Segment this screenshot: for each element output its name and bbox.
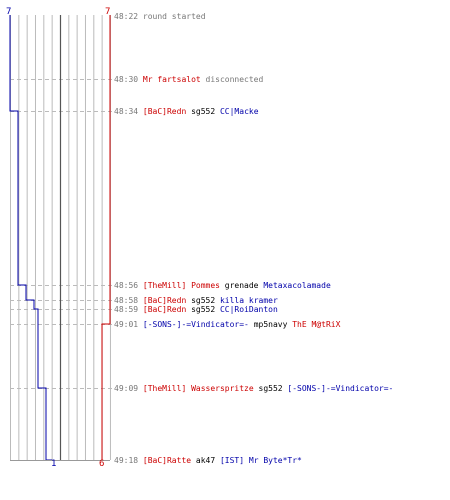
event-text-part: [BaC]Redn: [142, 305, 187, 314]
event-text-part: ThE M@tRiX: [292, 320, 341, 329]
event-text-part: Metaxacolamade: [263, 281, 331, 290]
event-text-part: disconnected: [200, 75, 264, 84]
red-team-step-line: [101, 15, 111, 460]
event-row: 48:30 Mr fartsalot disconnected: [114, 75, 263, 84]
red-score-bottom: 6: [99, 459, 105, 469]
event-time: 48:34: [114, 107, 143, 116]
event-text-part: CC|Macke: [219, 107, 259, 116]
event-text-part: Mr fartsalot: [142, 75, 201, 84]
event-text-part: killa kramer: [219, 296, 278, 305]
event-text-part: CC|RoiDanton: [219, 305, 278, 314]
event-row: 48:59 [BaC]Redn sg552 CC|RoiDanton: [114, 305, 278, 314]
event-row: 49:09 [TheMill] Wasserspritze sg552 [-SO…: [114, 384, 393, 393]
event-text-part: ak47: [191, 456, 220, 465]
event-time: 48:58: [114, 296, 143, 305]
event-text-part: round started: [142, 12, 206, 21]
event-row: 48:34 [BaC]Redn sg552 CC|Macke: [114, 107, 259, 116]
event-text-part: sg552: [186, 107, 220, 116]
event-text-part: [BaC]Redn: [142, 296, 187, 305]
blue-team-step-line: [9, 15, 52, 461]
event-text-part: [TheMill] Pommes: [142, 281, 220, 290]
event-row: 48:58 [BaC]Redn sg552 killa kramer: [114, 296, 278, 305]
red-score-top: 7: [105, 7, 111, 17]
event-text-part: sg552: [186, 305, 220, 314]
event-row: 48:22 round started: [114, 12, 206, 21]
event-time: 49:01: [114, 320, 143, 329]
event-row: 49:01 [-SONS-]-=Vindicator=- mp5navy ThE…: [114, 320, 340, 329]
event-time: 49:09: [114, 384, 143, 393]
event-text-part: [BaC]Redn: [142, 107, 187, 116]
blue-score-top: 7: [6, 7, 12, 17]
event-time: 48:59: [114, 305, 143, 314]
event-time: 48:22: [114, 12, 143, 21]
event-text-part: mp5navy: [248, 320, 293, 329]
event-text-part: sg552: [253, 384, 288, 393]
event-text-part: [-SONS-]-=Vindicator=-: [287, 384, 394, 393]
event-text-part: grenade: [219, 281, 264, 290]
event-time: 49:18: [114, 456, 143, 465]
event-text-part: [TheMill] Wasserspritze: [142, 384, 254, 393]
event-row: 49:18 [BaC]Ratte ak47 [IST] Mr Byte*Tr*: [114, 456, 302, 465]
event-row: 48:56 [TheMill] Pommes grenade Metaxacol…: [114, 281, 331, 290]
event-time: 48:30: [114, 75, 143, 84]
event-text-part: sg552: [186, 296, 220, 305]
event-time: 48:56: [114, 281, 143, 290]
event-text-part: [-SONS-]-=Vindicator=-: [142, 320, 249, 329]
event-text-part: [IST] Mr Byte*Tr*: [219, 456, 302, 465]
blue-score-bottom: 1: [51, 459, 57, 469]
event-text-part: [BaC]Ratte: [142, 456, 192, 465]
